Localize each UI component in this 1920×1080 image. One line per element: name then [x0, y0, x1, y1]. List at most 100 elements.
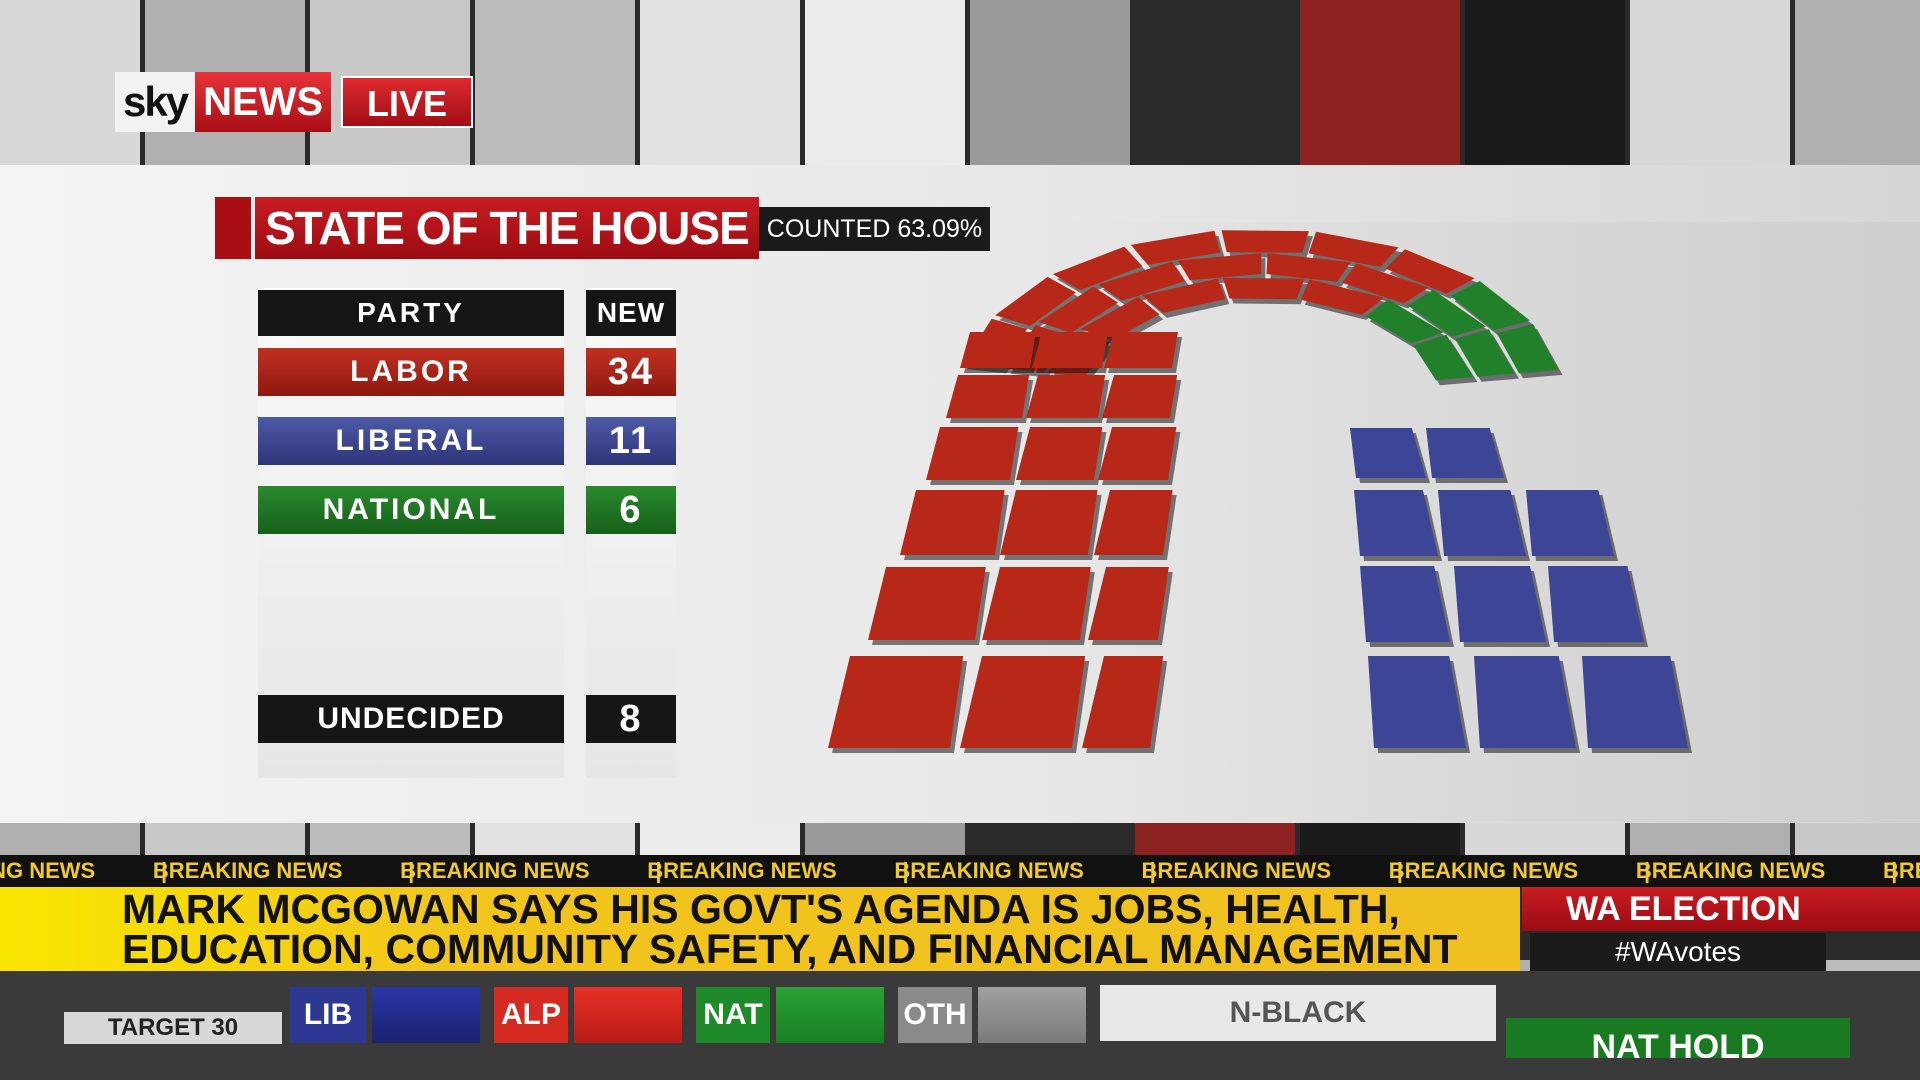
seat-labor: [926, 427, 1019, 480]
seat-liberal: [1548, 566, 1644, 642]
seat-labor: [1104, 332, 1178, 368]
ticker-separator: |: [1149, 858, 1156, 883]
seat-labor: [995, 276, 1076, 326]
party-row-national: NATIONAL: [258, 486, 564, 534]
graphic-title-bar: STATE OF THE HOUSE COUNTED 63.09%: [215, 197, 991, 259]
ticker-separator: |: [161, 858, 168, 883]
breaking-news-item: BREAKING NEWS: [400, 858, 590, 883]
background-tile: [1300, 0, 1460, 165]
graphic-title: STATE OF THE HOUSE: [255, 197, 759, 259]
seat-labor: [1266, 253, 1351, 282]
seat-liberal: [1354, 490, 1438, 556]
seat-labor: [1098, 427, 1177, 480]
program-bar: [1522, 887, 1920, 931]
ticker-separator: |: [655, 858, 662, 883]
party-row-liberal: LIBERAL: [258, 417, 564, 465]
ticker-separator: |: [1643, 858, 1651, 883]
breaking-news-item: BREAKING NEWS: [152, 858, 343, 883]
seat-labor: [1308, 231, 1399, 267]
seat-liberal: [1426, 428, 1504, 478]
ticker-separator: |: [1396, 858, 1403, 883]
seat-national: [1496, 323, 1559, 374]
seat-labor: [1385, 249, 1475, 294]
seat-liberal: [1474, 656, 1576, 748]
result-label: NAT HOLD: [1506, 1018, 1850, 1058]
breaking-news-item: BREAKING NEWS: [647, 858, 837, 883]
seat-labor: [1026, 375, 1106, 418]
background-tile: [475, 0, 635, 165]
live-badge: LIVE: [341, 76, 473, 128]
title-accent: [215, 197, 251, 259]
seats-national: 6: [586, 486, 676, 534]
headline-bar: MARK MCGOWAN SAYS HIS GOVT'S AGENDA IS J…: [0, 887, 1520, 971]
ticker-separator: |: [902, 858, 909, 883]
seat-labor: [1052, 246, 1143, 291]
oth-chip: OTH: [898, 987, 972, 1043]
seat-labor: [1102, 375, 1178, 418]
seat-labor: [1342, 263, 1429, 304]
background-tile: [1795, 0, 1920, 165]
seats-labor: 34: [586, 348, 676, 396]
background-tile: [970, 0, 1130, 165]
logo-news-text: NEWS: [195, 72, 332, 132]
candidate-label: N-BLACK: [1100, 985, 1496, 1041]
breaking-news-item: BREAKING NEWS: [894, 858, 1084, 883]
headline-line-2: EDUCATION, COMMUNITY SAFETY, AND FINANCI…: [122, 926, 1458, 972]
headline-line-1: MARK MCGOWAN SAYS HIS GOVT'S AGENDA IS J…: [122, 886, 1400, 932]
ticker-separator: |: [1891, 858, 1898, 883]
nat-bar: [776, 987, 884, 1043]
seat-labor: [828, 656, 964, 748]
seat-labor: [982, 567, 1091, 640]
seat-national: [1413, 334, 1474, 381]
seat-labor: [1038, 286, 1119, 333]
breaking-news-item: BREAKING NEWS: [0, 858, 96, 883]
seat-labor: [1032, 332, 1108, 368]
breaking-news-strip: BREAKING NEWS|BREAKING NEWS|BREAKING NEW…: [0, 855, 1920, 887]
background-tile: [640, 0, 800, 165]
seat-labor: [946, 375, 1030, 418]
seat-liberal: [1368, 656, 1466, 748]
breaking-news-item: BREAKING NEWS: [1883, 858, 1920, 883]
party-header: PARTY: [258, 290, 564, 336]
seat-labor: [1177, 253, 1262, 281]
seat-labor: [1016, 427, 1103, 480]
counted-percentage: COUNTED 63.09%: [758, 207, 991, 251]
party-row-labor: LABOR: [258, 348, 564, 396]
oth-bar: [978, 987, 1086, 1043]
seat-labor: [1142, 278, 1226, 313]
seat-labor: [1098, 261, 1185, 301]
new-header: NEW: [586, 290, 676, 336]
seat-liberal: [1454, 566, 1546, 642]
alp-bar: [574, 987, 682, 1043]
background-tile: [1630, 0, 1790, 165]
seat-labor: [1080, 296, 1160, 341]
seat-labor: [1094, 490, 1173, 555]
breaking-news-item: BREAKING NEWS: [1388, 858, 1579, 883]
seat-liberal: [1360, 566, 1450, 642]
seat-labor: [1000, 490, 1098, 555]
seat-liberal: [1350, 428, 1426, 478]
breaking-news-item: BREAKING NEWS: [1141, 858, 1331, 883]
seat-labor: [1221, 230, 1309, 253]
program-title: WA ELECTION: [1566, 890, 1801, 928]
seat-liberal: [1438, 490, 1526, 556]
background-tile: [1465, 0, 1625, 165]
background-tile: [1135, 0, 1295, 165]
background-tile: [805, 0, 965, 165]
seat-labor: [960, 656, 1086, 748]
ticker-separator: |: [408, 858, 415, 883]
lib-chip: LIB: [290, 987, 366, 1043]
seat-liberal: [1526, 490, 1614, 556]
breaking-news-item: BREAKING NEWS: [1635, 858, 1826, 883]
target-label: TARGET 30: [64, 1012, 282, 1044]
alp-chip: ALP: [494, 987, 568, 1043]
sky-news-logo: sky NEWS: [115, 72, 332, 132]
seat-national: [1365, 299, 1444, 344]
nat-chip: NAT: [696, 987, 770, 1043]
seat-labor: [1300, 279, 1384, 315]
seats-liberal: 11: [586, 417, 676, 465]
seat-national: [1455, 329, 1516, 377]
seat-labor: [1130, 230, 1221, 265]
seat-labor: [1222, 277, 1305, 300]
